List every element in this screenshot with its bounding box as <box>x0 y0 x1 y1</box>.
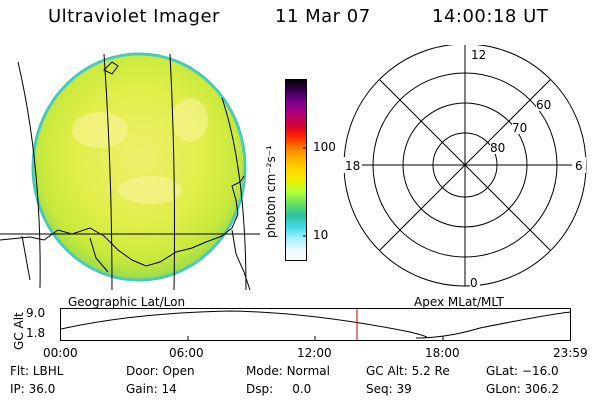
timeline-ylabel: GC Alt <box>12 312 26 350</box>
info-seq: Seq: 39 <box>366 382 412 396</box>
info-gain: Gain: 14 <box>126 382 177 396</box>
timeline-ytick-min: 1.8 <box>26 326 46 340</box>
timeline-xtick-0600: 06:00 <box>169 346 204 360</box>
info-door: Door: Open <box>126 364 195 378</box>
colorbar <box>285 79 307 261</box>
globe-image <box>0 52 260 290</box>
lat-label-80: 80 <box>490 141 505 155</box>
timeline-xtick-1800: 18:00 <box>425 346 460 360</box>
info-glat: GLat: −16.0 <box>486 364 559 378</box>
timeline-xtick-0000: 00:00 <box>43 346 78 360</box>
lat-label-70: 70 <box>512 121 527 135</box>
timeline-xtick-1200: 12:00 <box>297 346 332 360</box>
timeline-xtick-2359: 23:59 <box>553 346 588 360</box>
timeline-right-caption: Apex MLat/MLT <box>414 295 504 309</box>
observation-time: 14:00:18 UT <box>432 6 549 27</box>
info-gc-alt: GC Alt: 5.2 Re <box>366 364 450 378</box>
polar-grid: 12 0 18 6 60 70 80 <box>342 45 587 290</box>
coastline <box>0 61 251 290</box>
mlt-label-18: 18 <box>345 159 360 173</box>
mlt-label-0: 0 <box>470 276 478 290</box>
info-dsp: Dsp: 0.0 <box>246 382 312 396</box>
timeline-left-caption: Geographic Lat/Lon <box>68 295 186 309</box>
info-glon: GLon: 306.2 <box>486 382 559 396</box>
colorbar-unit-label: photon cm⁻²s⁻¹ <box>264 145 278 238</box>
observation-date: 11 Mar 07 <box>275 6 371 27</box>
lat-label-60: 60 <box>536 98 551 112</box>
info-ip: IP: 36.0 <box>10 382 56 396</box>
info-flt: Flt: LBHL <box>10 364 64 378</box>
colorbar-tick-10: 10 <box>313 228 329 242</box>
altitude-curve <box>60 310 572 339</box>
info-mode: Mode: Normal <box>246 364 330 378</box>
instrument-title: Ultraviolet Imager <box>48 6 220 27</box>
mlt-label-6: 6 <box>575 159 583 173</box>
mlt-label-12: 12 <box>471 48 486 62</box>
altitude-timeline-plot <box>60 308 572 341</box>
timeline-ytick-max: 9.0 <box>26 306 46 320</box>
colorbar-tick-100: 100 <box>313 140 336 154</box>
